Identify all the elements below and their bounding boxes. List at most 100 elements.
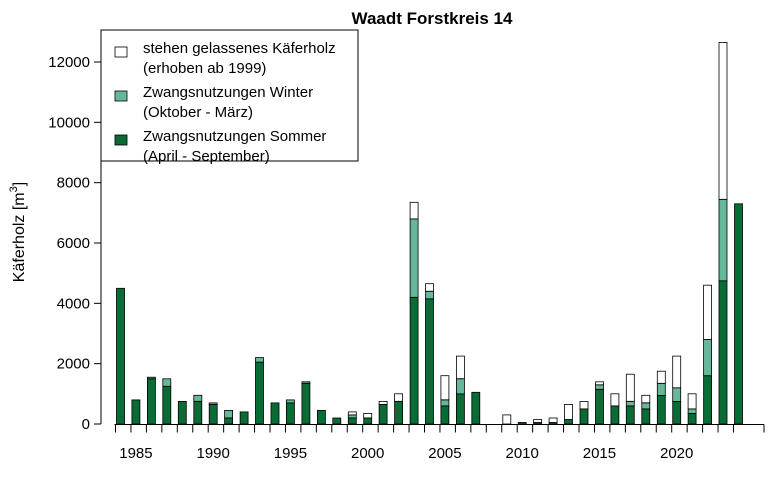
bar-1993-series-0	[255, 361, 264, 425]
y-axis-label-suffix: ]	[11, 182, 28, 186]
bar-1984-series-0	[116, 287, 125, 425]
bar-2005-series-1	[440, 399, 450, 407]
bar-2015-series-0	[595, 388, 604, 425]
bar-2022-series-0	[703, 375, 712, 425]
legend-label-line2-0: (April - September)	[143, 148, 270, 165]
bar-2005-series-2	[440, 375, 450, 401]
bar-2024-series-0	[734, 203, 743, 425]
bar-1998-series-0	[332, 417, 342, 425]
bar-2020-series-2	[672, 355, 682, 389]
bar-1996-series-0	[301, 382, 311, 425]
bar-2017-series-0	[625, 405, 635, 425]
bar-2019-series-1	[656, 382, 666, 396]
bar-2017-series-2	[625, 373, 635, 402]
bar-2006-series-1	[455, 378, 465, 395]
bar-1993-series-1	[255, 357, 264, 363]
bar-2000-series-0	[363, 417, 373, 425]
bar-1994-series-0	[270, 402, 280, 425]
legend-label-2: stehen gelassenes Käferholz	[143, 40, 336, 57]
bar-1995-series-0	[285, 402, 295, 425]
y-axis-label: Käferholz [m3]	[8, 182, 28, 282]
bar-1986-series-1	[146, 376, 156, 380]
y-tick-label-12000: 12000	[48, 54, 90, 71]
bar-2022-series-1	[703, 339, 712, 377]
legend-swatch-2	[114, 46, 128, 58]
bar-2014-series-0	[579, 408, 589, 425]
bar-2015-series-1	[595, 384, 604, 390]
bar-2004-series-1	[425, 290, 434, 300]
x-tick-label-1985: 1985	[119, 445, 152, 462]
bar-2020-series-1	[672, 387, 682, 402]
bar-2001-series-2	[378, 400, 388, 405]
bar-2021-series-0	[687, 412, 697, 425]
bars-group	[116, 42, 743, 425]
y-axis-label-main: Käferholz [m	[11, 192, 28, 282]
bar-1992-series-0	[239, 411, 249, 425]
bar-1989-series-1	[193, 394, 203, 402]
bar-1999-series-2	[347, 411, 357, 416]
y-tick-label-4000: 4000	[57, 295, 90, 312]
bar-2001-series-0	[378, 403, 388, 425]
bar-2003-series-0	[409, 296, 419, 425]
y-tick-label-0: 0	[82, 416, 90, 433]
x-tick-label-2015: 2015	[583, 445, 616, 462]
bar-2019-series-2	[656, 370, 666, 384]
x-tick-label-2020: 2020	[660, 445, 693, 462]
bar-2011-series-2	[533, 419, 542, 423]
bar-2002-series-0	[394, 400, 404, 425]
bar-2021-series-1	[687, 408, 697, 414]
bar-1985-series-0	[131, 399, 141, 425]
bar-2004-series-2	[425, 283, 434, 292]
bar-2016-series-2	[610, 393, 620, 407]
bar-2014-series-2	[579, 400, 589, 410]
bar-1999-series-0	[347, 417, 357, 425]
bar-2000-series-2	[363, 412, 373, 419]
legend: stehen gelassenes Käferholz (erhoben ab 1…	[100, 29, 359, 165]
bar-1999-series-1	[347, 414, 357, 419]
y-tick-label-6000: 6000	[57, 235, 90, 252]
bar-2003-series-1	[409, 218, 419, 298]
bar-2019-series-0	[656, 394, 666, 425]
bar-1996-series-1	[301, 381, 311, 384]
x-tick-label-2005: 2005	[428, 445, 461, 462]
legend-swatch-0	[114, 134, 128, 146]
y-axis: 0 2000 4000 6000 8000 10000 12000	[48, 54, 102, 433]
y-tick-label-2000: 2000	[57, 356, 90, 373]
bar-1987-series-0	[162, 385, 172, 425]
x-tick-label-2000: 2000	[351, 445, 384, 462]
bar-1995-series-1	[285, 399, 295, 404]
bar-1988-series-0	[177, 400, 187, 425]
bar-2009-series-2	[502, 414, 512, 425]
bar-2005-series-0	[440, 405, 450, 425]
bar-2007-series-0	[471, 391, 481, 425]
bar-2006-series-2	[455, 355, 465, 380]
bar-2003-series-2	[409, 201, 419, 220]
legend-box	[100, 29, 359, 162]
legend-swatch-1	[114, 90, 128, 102]
bar-2006-series-0	[455, 393, 465, 425]
bar-2023-series-0	[718, 280, 728, 425]
x-tick-label-1990: 1990	[197, 445, 230, 462]
chart-title: Waadt Forstkreis 14	[352, 9, 513, 28]
x-axis: 1985 1990 1995 2000 2005 2010 2015 2020	[114, 424, 765, 462]
bar-2023-series-1	[718, 198, 728, 282]
bar-1991-series-1	[224, 409, 234, 419]
bar-1990-series-0	[208, 403, 218, 425]
legend-label-line2-2: (erhoben ab 1999)	[143, 60, 266, 77]
bar-2021-series-2	[687, 393, 697, 410]
bar-2023-series-2	[718, 42, 728, 200]
bar-2010-series-0	[517, 422, 527, 425]
bar-1997-series-0	[316, 409, 326, 425]
bar-1986-series-0	[146, 378, 156, 425]
x-tick-label-1995: 1995	[274, 445, 307, 462]
bar-2004-series-0	[425, 298, 434, 425]
bar-2015-series-2	[595, 381, 604, 386]
bar-1991-series-0	[224, 417, 234, 425]
bar-2013-series-2	[564, 403, 573, 420]
legend-label-line2-1: (Oktober - März)	[143, 104, 253, 121]
bar-2018-series-0	[641, 408, 651, 425]
bar-2018-series-2	[641, 394, 651, 404]
bar-2016-series-0	[610, 405, 620, 425]
x-tick-label-2010: 2010	[506, 445, 539, 462]
